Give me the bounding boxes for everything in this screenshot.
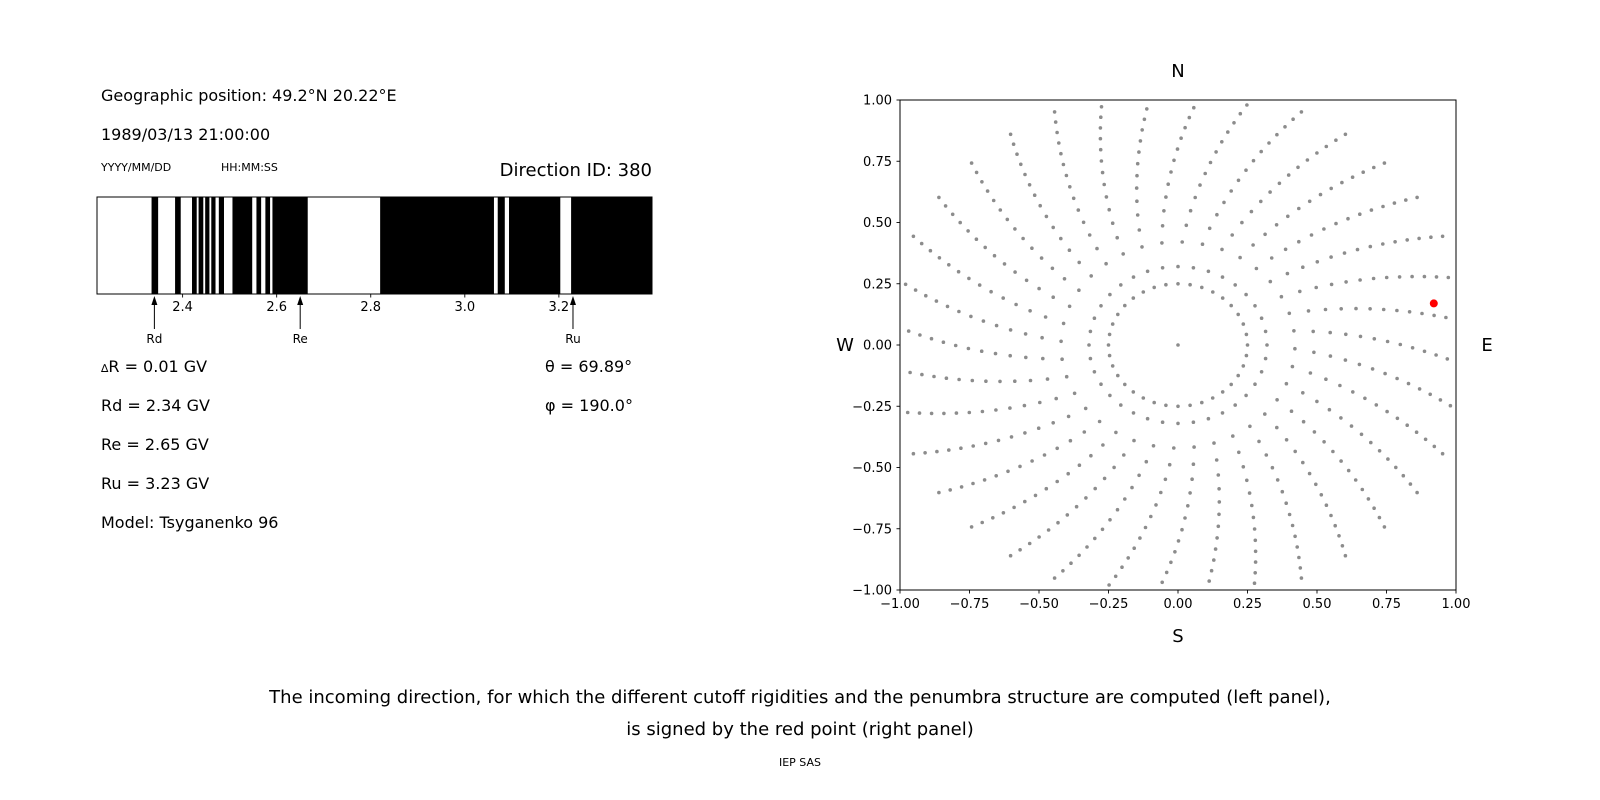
asymptotic-directions-plot: −1.00 −0.75 −0.50 −0.25 0.00 0.25 0.50 0.75 1.00… [836, 61, 1493, 647]
rigidity-tick-label: 2.8 [360, 300, 381, 315]
compass-south-label: S [1172, 626, 1183, 647]
cutoff-marker-label: Ru [565, 332, 580, 346]
delta-r-value: R = 0.01 GV [108, 357, 208, 376]
penumbra-bands [151, 197, 652, 294]
geographic-position: Geographic position: 49.2°N 20.22°E [101, 86, 397, 105]
penumbra-plot: 2.4 2.6 2.8 3.0 3.2 Rd Re Ru [96, 196, 653, 346]
compass-north-label: N [1171, 61, 1184, 82]
x-tick-label: 0.50 [1303, 597, 1332, 612]
rigidity-tick-label: 3.0 [454, 300, 475, 315]
caption-line-1: The incoming direction, for which the di… [269, 687, 1331, 708]
rigidity-tick-label: 3.2 [549, 300, 570, 315]
y-tick-label: 0.50 [863, 216, 892, 231]
datetime: 1989/03/13 21:00:00 [101, 125, 271, 144]
y-tick-label: −0.75 [852, 522, 892, 537]
y-tick-label: 0.25 [863, 277, 892, 292]
param-ru: Ru = 3.23 GV [101, 474, 210, 493]
red-point [1429, 299, 1438, 308]
y-tick-label: 0.00 [863, 339, 892, 354]
param-phi: φ = 190.0° [545, 396, 633, 415]
direction-id: Direction ID: 380 [499, 160, 652, 181]
compass-west-label: W [836, 335, 854, 356]
date-format-label: YYYY/MM/DD [101, 161, 172, 174]
x-tick-label: −1.00 [880, 597, 920, 612]
cutoff-arrow-icon [297, 296, 304, 305]
cutoff-marker-label: Rd [146, 332, 162, 346]
y-tick-label: −0.50 [852, 461, 892, 476]
scatter-dots [900, 100, 1456, 590]
param-re: Re = 2.65 GV [101, 435, 209, 454]
cutoff-arrow-icon [151, 296, 158, 305]
y-tick-label: −1.00 [852, 584, 892, 599]
param-theta: θ = 69.89° [545, 357, 633, 376]
caption-line-2: is signed by the red point (right panel) [626, 719, 974, 740]
param-model: Model: Tsyganenko 96 [101, 513, 279, 532]
rigidity-tick-label: 2.6 [266, 300, 287, 315]
cutoff-arrow-icon [569, 296, 576, 305]
y-tick-label: 1.00 [863, 94, 892, 109]
param-delta-r: ∆R = 0.01 GV [101, 357, 207, 376]
delta-symbol: ∆ [101, 362, 109, 375]
x-tick-label: −0.25 [1089, 597, 1129, 612]
x-tick-label: 1.00 [1442, 597, 1471, 612]
param-rd: Rd = 2.34 GV [101, 396, 210, 415]
compass-east-label: E [1481, 335, 1492, 356]
credit-label: IEP SAS [778, 756, 822, 769]
x-tick-label: −0.50 [1019, 597, 1059, 612]
rigidity-tick-label: 2.4 [172, 300, 193, 315]
x-tick-label: −0.75 [950, 597, 990, 612]
y-tick-label: 0.75 [863, 155, 892, 170]
x-tick-label: 0.25 [1233, 597, 1262, 612]
x-tick-label: 0.75 [1372, 597, 1401, 612]
x-tick-label: 0.00 [1164, 597, 1193, 612]
y-tick-label: −0.25 [852, 400, 892, 415]
time-format-label: HH:MM:SS [221, 161, 278, 174]
cutoff-marker-label: Re [293, 332, 308, 346]
